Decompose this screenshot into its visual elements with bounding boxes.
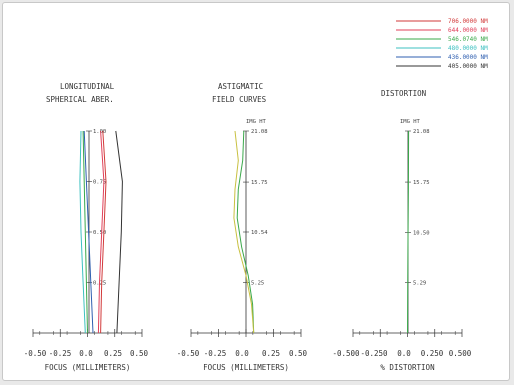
panel1-title-line2: SPHERICAL ABER.	[46, 95, 114, 104]
x-tick-label: 0.0	[235, 349, 249, 358]
y-tick-label: 5.29	[413, 280, 426, 286]
y-tick-label: 15.75	[413, 180, 430, 186]
panel-1: -0.50 -0.25 0.0 0.25 0.50 FOCUS (MILLIMETERS)…	[24, 129, 149, 372]
y-axis-title: IMG HT	[246, 119, 267, 125]
series-line	[79, 130, 86, 334]
y-tick-label: 21.08	[251, 129, 268, 135]
legend: 706.0000 NM 644.0000 NM 546.0740 NM 480.000…	[396, 18, 488, 70]
legend-label: 480.0000 NM	[448, 45, 488, 52]
x-tick-label: 0.25	[262, 349, 280, 358]
series-line	[83, 130, 94, 334]
y-tick-label: 15.75	[251, 180, 268, 186]
x-tick-label: -0.500	[332, 349, 360, 358]
series-line	[100, 130, 107, 334]
x-tick-label: -0.50	[24, 349, 47, 358]
x-tick-label: 0.50	[289, 349, 308, 358]
series-line	[115, 130, 123, 334]
legend-label: 405.0000 NM	[448, 63, 488, 70]
x-tick-label: 0.0	[397, 349, 411, 358]
series-line	[82, 130, 88, 334]
y-tick-label: 21.08	[413, 129, 430, 135]
x-tick-label: 0.500	[449, 349, 472, 358]
series-line	[233, 130, 255, 334]
x-tick-label: -0.250	[360, 349, 388, 358]
series-line	[407, 130, 410, 334]
legend-label: 706.0000 NM	[448, 18, 488, 25]
x-tick-label: -0.50	[177, 349, 200, 358]
y-tick-label: 10.50	[413, 230, 430, 236]
series-line	[97, 130, 105, 334]
panel2-title-line1: ASTIGMATIC	[218, 82, 263, 91]
y-tick-label: 1.00	[93, 129, 106, 135]
y-tick-label: 10.54	[251, 230, 268, 236]
x-tick-label: -0.25	[204, 349, 227, 358]
panel1-title-line1: LONGITUDINAL	[60, 82, 115, 91]
y-tick-label: 5.25	[251, 281, 264, 287]
x-axis-label: FOCUS (MILLIMETERS)	[45, 363, 131, 372]
x-tick-label: 0.50	[130, 349, 149, 358]
panel2-title-line2: FIELD CURVES	[212, 95, 267, 104]
x-tick-label: -0.25	[49, 349, 72, 358]
x-tick-label: 0.0	[79, 349, 93, 358]
y-tick-label: 0.75	[93, 180, 106, 186]
panel-3: -0.500 -0.250 0.0 0.250 0.500 % DISTORTION IMG…	[332, 119, 471, 372]
x-axis-label: % DISTORTION	[380, 363, 434, 372]
series-line	[236, 130, 255, 334]
x-axis-label: FOCUS (MILLIMETERS)	[203, 363, 289, 372]
legend-label: 436.0000 NM	[448, 54, 488, 61]
y-axis-title: IMG HT	[400, 119, 421, 125]
panel3-title: DISTORTION	[381, 89, 426, 98]
x-tick-label: 0.250	[421, 349, 444, 358]
legend-label: 546.0740 NM	[448, 36, 488, 43]
x-tick-label: 0.25	[104, 349, 122, 358]
legend-label: 644.0000 NM	[448, 27, 488, 34]
y-tick-label: 0.50	[93, 230, 106, 236]
